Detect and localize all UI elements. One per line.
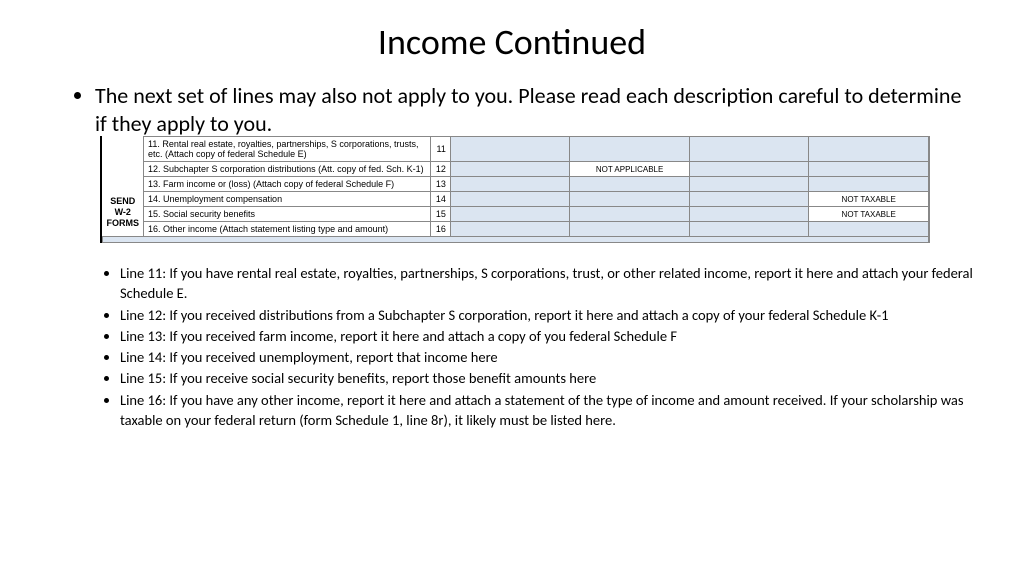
line-number: 13 [430, 177, 450, 192]
side-label-line2: FORMS [107, 218, 140, 229]
input-cell [570, 222, 690, 237]
input-cell [809, 162, 929, 177]
input-cell [570, 207, 690, 222]
input-cell [450, 162, 569, 177]
page-title: Income Continued [50, 20, 974, 64]
note-cell: NOT TAXABLE [809, 192, 929, 207]
input-cell [689, 137, 808, 162]
input-cell [689, 192, 808, 207]
table-row: 16. Other income (Attach statement listi… [103, 222, 929, 237]
spacer-row [103, 237, 929, 243]
line-description: 15. Social security benefits [144, 207, 431, 222]
note-cell: NOT APPLICABLE [570, 162, 690, 177]
intro-text: The next set of lines may also not apply… [95, 82, 974, 137]
table-row: 15. Social security benefits15 NOT TAXABL… [103, 207, 929, 222]
table-row: 12. Subchapter S corporation distributio… [103, 162, 929, 177]
line-description: 16. Other income (Attach statement listi… [144, 222, 431, 237]
slide: Income Continued The next set of lines m… [0, 0, 1024, 451]
line-description: 11. Rental real estate, royalties, partn… [144, 137, 431, 162]
note-item: Line 13: If you received farm income, re… [120, 326, 974, 346]
table-row: 14. Unemployment compensation14 NOT TAXAB… [103, 192, 929, 207]
input-cell [450, 192, 569, 207]
side-label: SEND W-2FORMS [103, 137, 144, 237]
line-number: 12 [430, 162, 450, 177]
spacer-cell [103, 237, 929, 243]
input-cell [809, 137, 929, 162]
line-number: 16 [430, 222, 450, 237]
note-item: Line 11: If you have rental real estate,… [120, 263, 974, 304]
input-cell [450, 137, 569, 162]
input-cell [809, 177, 929, 192]
input-cell [809, 222, 929, 237]
income-lines-table: SEND W-2FORMS11. Rental real estate, roy… [102, 136, 929, 243]
side-label-line1: SEND W-2 [107, 196, 140, 218]
note-item: Line 16: If you have any other income, r… [120, 390, 974, 431]
form-snippet: SEND W-2FORMS11. Rental real estate, roy… [100, 136, 930, 243]
input-cell [570, 137, 690, 162]
input-cell [689, 207, 808, 222]
intro-list: The next set of lines may also not apply… [50, 82, 974, 137]
input-cell [450, 207, 569, 222]
line-description: 13. Farm income or (loss) (Attach copy o… [144, 177, 431, 192]
note-cell: NOT TAXABLE [809, 207, 929, 222]
input-cell [570, 177, 690, 192]
note-item: Line 14: If you received unemployment, r… [120, 347, 974, 367]
line-description: 14. Unemployment compensation [144, 192, 431, 207]
line-notes: Line 11: If you have rental real estate,… [50, 263, 974, 430]
line-number: 14 [430, 192, 450, 207]
line-number: 11 [430, 137, 450, 162]
note-item: Line 12: If you received distributions f… [120, 305, 974, 325]
line-number: 15 [430, 207, 450, 222]
input-cell [689, 162, 808, 177]
input-cell [450, 177, 569, 192]
table-row: SEND W-2FORMS11. Rental real estate, roy… [103, 137, 929, 162]
table-row: 13. Farm income or (loss) (Attach copy o… [103, 177, 929, 192]
input-cell [450, 222, 569, 237]
line-description: 12. Subchapter S corporation distributio… [144, 162, 431, 177]
note-item: Line 15: If you receive social security … [120, 368, 974, 388]
input-cell [689, 177, 808, 192]
input-cell [689, 222, 808, 237]
input-cell [570, 192, 690, 207]
